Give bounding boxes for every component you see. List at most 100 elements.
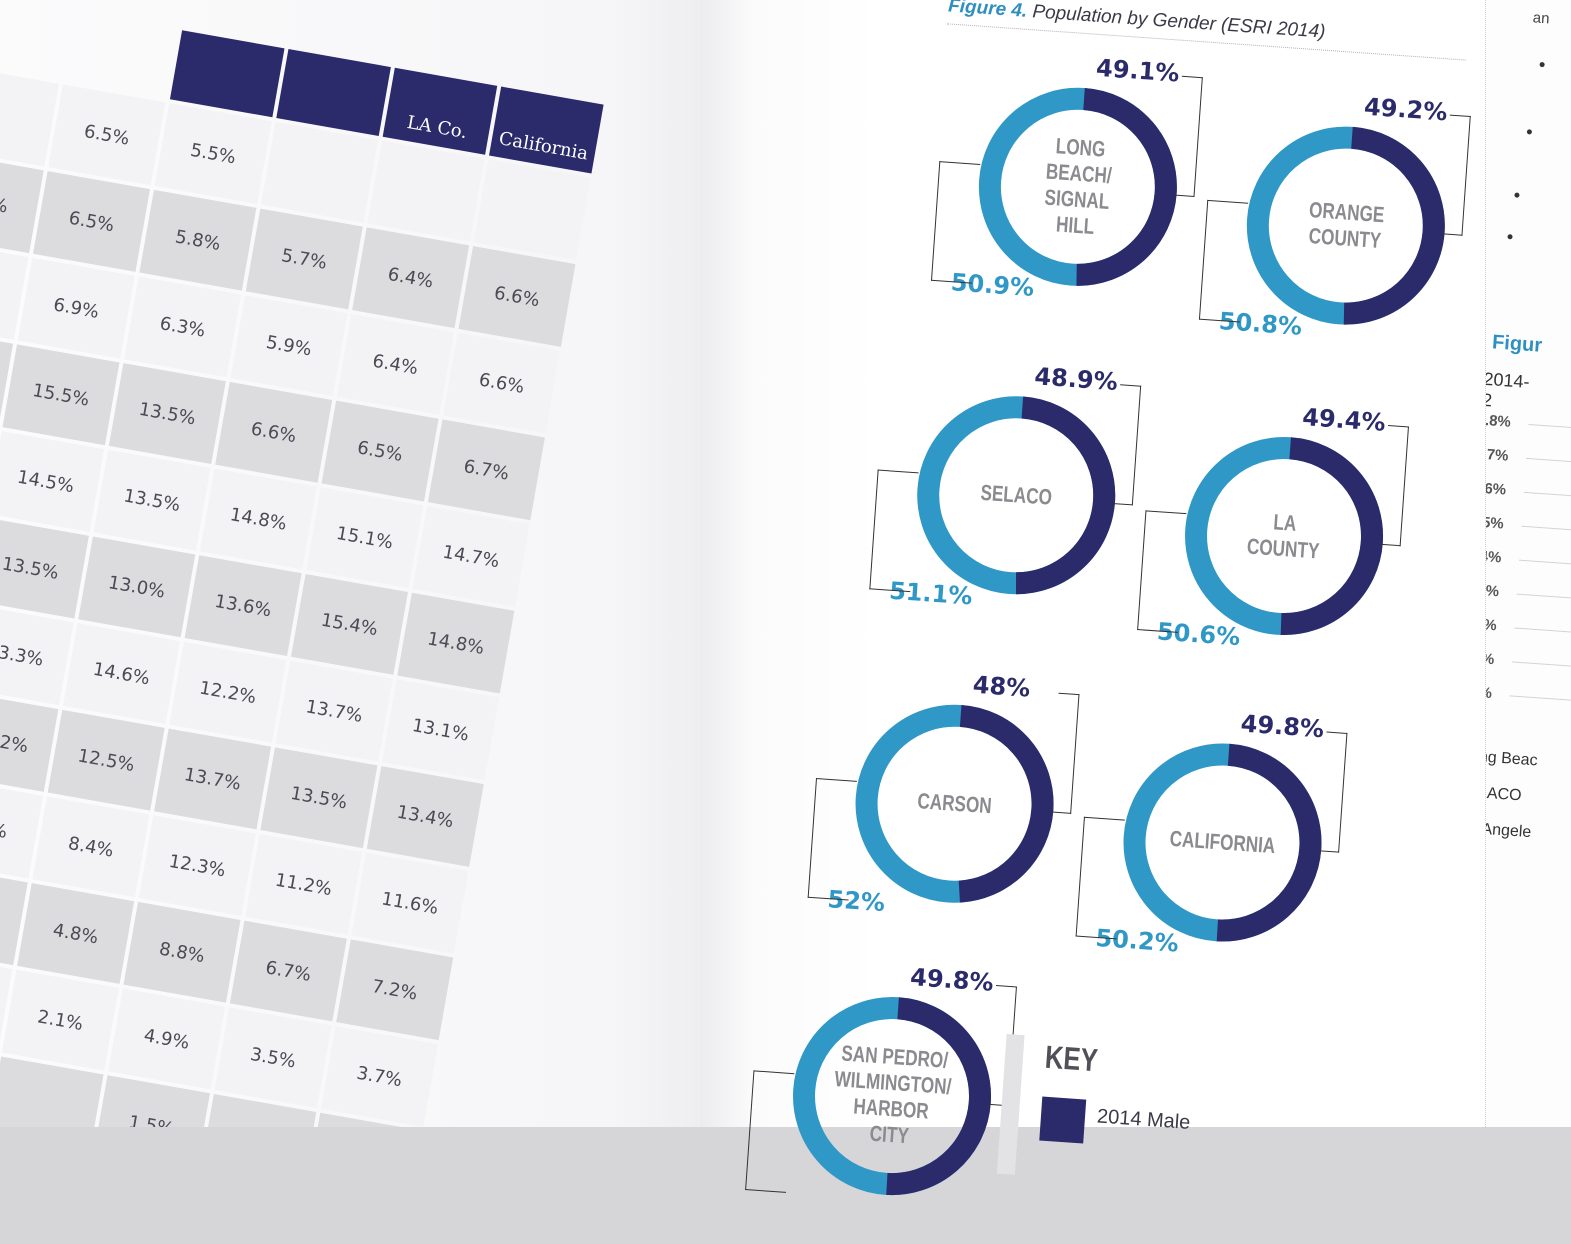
table-cell: 11.2% (245, 833, 363, 935)
male-percent-label: 48% (971, 670, 1032, 703)
next-page-column: an Figur 2014-2 0.8% 0.7% 0.6% 0.5% 0.4% 0.3%… (1485, 0, 1571, 1127)
right-page: Figure 4. Population by Gender (ESRI 201… (700, 0, 1571, 1196)
donut-chart: LA COUNTY (1177, 429, 1390, 642)
table-cell: 13.5% (0, 517, 89, 619)
key-male-swatch (1039, 1096, 1087, 1144)
table-cell: 6.3% (124, 276, 242, 378)
male-percent-label: 49.8% (909, 963, 995, 997)
donut-chart: SAN PEDRO/ WILMINGTON/ HARBOR CITY (785, 989, 998, 1202)
y-tick-label: 0.5% (1485, 513, 1505, 533)
female-bracket (1198, 199, 1249, 323)
male-percent-label: 49.4% (1301, 403, 1387, 437)
table-cell: 13.5% (108, 363, 226, 464)
table-cell: 6.6% (458, 246, 576, 347)
table-cell: 6.6% (443, 332, 561, 434)
header-cell (276, 49, 391, 137)
table-cell: 11.6% (351, 852, 469, 954)
table-cell: 6.4% (336, 314, 454, 415)
y-tick-label: 0.4% (1485, 547, 1502, 567)
gridline (1523, 491, 1571, 499)
table-cell: 6.5% (48, 84, 166, 186)
header-spacer (64, 12, 179, 99)
figure-area: Figure 4. Population by Gender (ESRI 201… (621, 0, 1571, 1196)
male-percent-label: 48.9% (1033, 362, 1119, 397)
female-bracket (930, 161, 981, 284)
side-text: an (1532, 9, 1551, 28)
male-percent-label: 49.1% (1095, 53, 1181, 88)
donut-region-label: LA COUNTY (1246, 509, 1321, 564)
table-cell: 12.3% (138, 815, 256, 917)
gridline (1521, 525, 1571, 533)
table-cell: 6.5% (33, 171, 151, 272)
legend-label: Long Beac (1485, 747, 1539, 770)
table-cell: 8.4% (32, 796, 150, 898)
table-cell: 15.4% (290, 573, 408, 675)
y-tick-label: 0.0% (1485, 682, 1493, 703)
table-cell: 6.4% (352, 227, 470, 329)
donut-svg (917, 396, 1116, 595)
table-cell: 14.8% (199, 468, 317, 570)
donut-svg (1185, 437, 1384, 636)
table-cell (261, 121, 379, 223)
figure-caption: Population by Gender (ESRI 2014) (1031, 1, 1327, 43)
donut-region-label: SELACO (979, 479, 1053, 510)
table-cell: 13.4% (366, 766, 484, 867)
donut-svg (978, 87, 1177, 286)
bullet (1514, 192, 1520, 198)
female-bracket (1075, 816, 1125, 940)
donut-region-label: CARSON (916, 788, 993, 819)
y-tick-label: 0.8% (1485, 411, 1512, 431)
table-cell: 6.7% (427, 419, 545, 521)
side-figure-label: Figur (1491, 331, 1543, 357)
y-tick-label: 0.3% (1485, 580, 1500, 601)
table-cell: 13.7% (275, 660, 393, 762)
table-cell: 3.5% (214, 1007, 332, 1109)
legend-label: Los Angele (1485, 819, 1532, 842)
table-cell: 6.9% (17, 257, 135, 359)
y-tick-label: 0.7% (1485, 445, 1510, 465)
header-la-county: LA Co. (382, 67, 498, 155)
female-bracket (1137, 510, 1187, 633)
key-male-label: 2014 Male (1096, 1105, 1192, 1134)
donut-region-label: ORANGE COUNTY (1307, 197, 1386, 254)
donut-chart: LONG BEACH/ SIGNAL HILL (971, 80, 1184, 293)
table-cell: 13.3% (0, 604, 74, 706)
table-cell: 13.0% (78, 536, 196, 638)
male-arc (793, 997, 992, 1196)
table-cell: 7.2% (336, 939, 454, 1041)
table-cell: 13.5% (93, 449, 211, 551)
table-cell: 14.7% (412, 506, 530, 607)
table-cell: 6.7% (229, 920, 347, 1022)
donut-chart: SELACO (909, 389, 1122, 602)
table-cell: 15.1% (306, 487, 424, 589)
donut-chart: CALIFORNIA (1116, 736, 1329, 949)
female-bracket (869, 469, 919, 593)
donut-region-label: SAN PEDRO/ WILMINGTON/ HARBOR CITY (833, 1040, 953, 1149)
header-spacer (0, 0, 72, 80)
table-cell: 6.6% (215, 381, 333, 483)
side-year-label: 2014-2 (1485, 368, 1531, 411)
table-cell: 8.8% (123, 901, 241, 1003)
table-cell: 5.9% (230, 295, 348, 397)
donut-chart: CARSON (848, 697, 1061, 910)
table-cell: 14.8% (397, 592, 515, 694)
table-cell: 5.5% (154, 103, 272, 204)
donut-grid: LONG BEACH/ SIGNAL HILL 49.1% 50.9% ORANGE … (700, 0, 1571, 1196)
female-bracket (807, 777, 857, 901)
gridline (1518, 559, 1571, 567)
male-arc (855, 704, 1054, 903)
bullet (1507, 234, 1513, 240)
header-cell (169, 30, 285, 118)
table-cell: 3.7% (320, 1026, 438, 1127)
table-cell: 5.8% (139, 189, 257, 291)
gridline (1516, 593, 1571, 601)
male-arc (917, 396, 1116, 595)
gridline (1526, 457, 1571, 465)
table-cell: 6.5% (321, 400, 439, 502)
gridline (1528, 423, 1571, 431)
table-cell: 13.7% (154, 728, 272, 830)
male-percent-label: 49.2% (1363, 92, 1449, 127)
donut-region-label: CALIFORNIA (1168, 825, 1277, 859)
table-cell: 13.1% (382, 679, 500, 781)
y-tick-label: 0.2% (1485, 614, 1498, 635)
